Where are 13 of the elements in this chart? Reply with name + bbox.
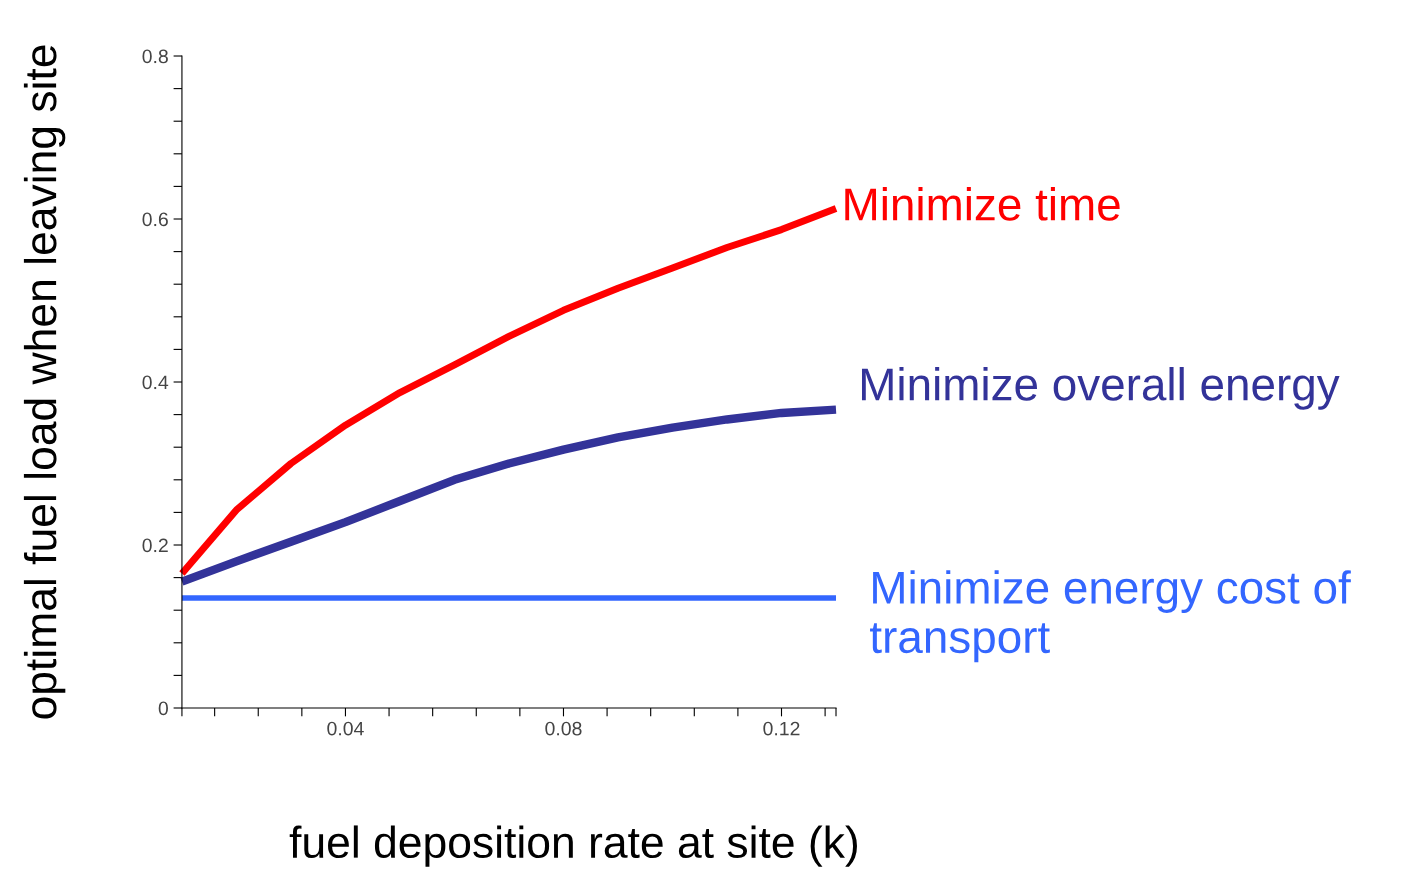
x-tick-label: 0.04 [327,721,364,736]
y-tick-label: 0.4 [142,375,169,390]
y-tick-label: 0.8 [142,49,168,64]
x-axis-title: fuel deposition rate at site (k) [289,825,857,867]
series-label: Minimize overall energy [861,366,1340,410]
y-tick-label: 0.2 [142,538,168,553]
y-axis-title: optimal fuel load when leaving site [23,45,66,719]
series-label: Minimize time [845,187,1120,221]
y-tick-label: 0.6 [142,212,168,227]
y-tick-label: 0 [158,701,168,716]
x-tick-label: 0.08 [545,721,582,736]
series-label: Minimize energy cost of transport [870,570,1351,663]
x-tick-label: 0.12 [763,721,800,736]
